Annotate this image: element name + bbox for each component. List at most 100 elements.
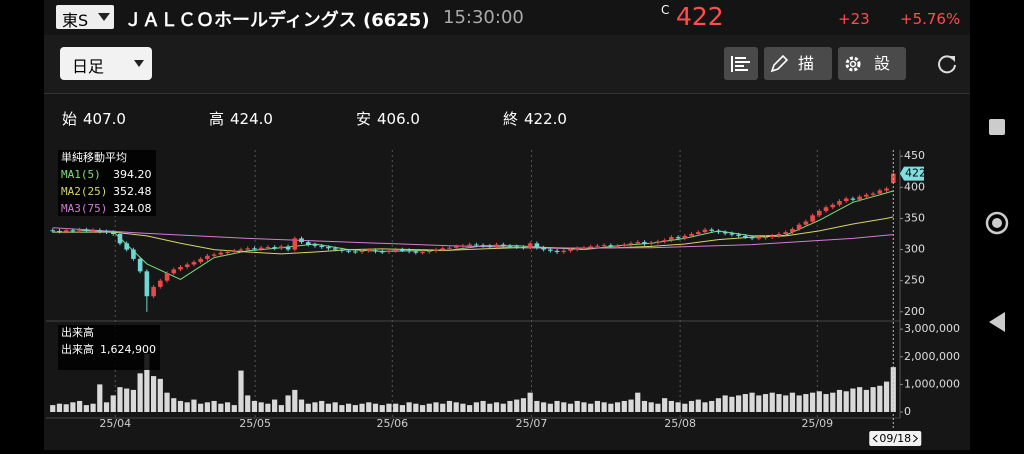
- candle-body: [440, 248, 446, 250]
- candle-body: [198, 258, 203, 262]
- volume-bar: [621, 400, 627, 412]
- dropdown-icon: [98, 13, 110, 21]
- volume-bar: [467, 405, 473, 412]
- candle-body: [413, 251, 419, 253]
- volume-bar: [251, 400, 258, 412]
- candle-body: [151, 286, 156, 297]
- exchange: 東S: [62, 11, 89, 30]
- volume-bar: [500, 403, 506, 412]
- candle-body: [776, 234, 782, 236]
- candle-body: [225, 252, 230, 254]
- candle-body: [205, 255, 210, 259]
- volume-bar: [83, 405, 89, 412]
- candle-body: [97, 230, 103, 232]
- volume-bar: [278, 405, 284, 412]
- next-icon: [912, 434, 919, 443]
- candle-body: [453, 246, 459, 248]
- candle-body: [420, 252, 425, 254]
- candle-body: [305, 242, 311, 245]
- volume-bar: [312, 402, 318, 412]
- candle-body: [729, 233, 735, 235]
- volume-bar: [547, 403, 553, 412]
- volume-bar: [843, 391, 849, 412]
- candle-body: [332, 248, 338, 250]
- candle-body: [608, 245, 614, 247]
- candle-body: [84, 229, 89, 231]
- candle-body: [588, 246, 593, 248]
- ohlc-item: 高 424.0: [209, 108, 273, 129]
- nav-bar: [975, 0, 1024, 450]
- volume-bar: [164, 392, 170, 412]
- candle-body: [144, 271, 150, 297]
- candle-body: [70, 230, 76, 232]
- candle-body: [843, 198, 849, 202]
- volume-bar: [399, 405, 405, 412]
- time: 15:30:00: [443, 7, 524, 28]
- volume-bar: [736, 395, 742, 412]
- candle-body: [299, 238, 304, 243]
- candle-body: [279, 246, 284, 249]
- ohlc-label: 終: [503, 110, 519, 128]
- volume-bar: [339, 405, 345, 412]
- ma-legend-box: [58, 150, 156, 216]
- indicator-button[interactable]: [724, 47, 758, 80]
- volume-bar: [177, 400, 184, 412]
- candle-body: [460, 245, 466, 247]
- candle-body: [178, 266, 183, 270]
- volume-bar: [56, 403, 63, 412]
- home-button[interactable]: [985, 211, 1009, 235]
- candle-body: [803, 221, 809, 225]
- volume-bar: [520, 398, 527, 412]
- candle-body: [749, 237, 755, 239]
- ohlc-label: 安: [356, 110, 372, 128]
- volume-bar: [783, 395, 789, 412]
- refresh-icon[interactable]: [936, 53, 958, 75]
- legend-name: MA1(5): [61, 168, 101, 181]
- candle-body: [655, 241, 661, 243]
- price-badge: [900, 166, 924, 181]
- volume-bar: [366, 402, 372, 412]
- candle-body: [137, 258, 143, 272]
- volume-bar: [567, 403, 574, 412]
- price-flag: C: [661, 3, 670, 17]
- candle-body: [722, 232, 728, 234]
- ohlc-item: 始 407.0: [62, 108, 126, 129]
- candle-body: [790, 229, 795, 233]
- candle-body: [272, 247, 277, 249]
- candle-body: [63, 230, 69, 232]
- candle-body: [231, 250, 237, 253]
- recent-button[interactable]: [989, 119, 1005, 135]
- volume-bar: [769, 392, 775, 412]
- period-select[interactable]: 日足: [60, 47, 152, 80]
- volume-bar: [641, 400, 648, 412]
- stock-name: ＪＡＬＣＯホールディングス (6625): [124, 10, 430, 31]
- volume-bar: [507, 400, 513, 412]
- volume-bar: [803, 394, 809, 412]
- volume-bar: [662, 398, 668, 412]
- volume-bar: [184, 402, 190, 412]
- candle-body: [561, 250, 567, 253]
- ma-line: [52, 227, 894, 249]
- back-button[interactable]: [989, 312, 1005, 332]
- settings-button[interactable]: 設定: [838, 47, 906, 80]
- candle-body: [131, 249, 136, 259]
- volume-bar: [272, 399, 278, 412]
- y-tick-label: 400: [904, 180, 925, 193]
- toolbar: 日足 描画 設定: [44, 35, 970, 94]
- candle-body: [359, 250, 365, 253]
- ma-legend-title: 単純移動平均: [61, 150, 127, 164]
- volume-bar: [426, 403, 432, 412]
- volume-bar: [379, 405, 385, 412]
- ohlc-value: 424.0: [230, 110, 273, 128]
- candle-body: [837, 201, 842, 205]
- volume-bar: [103, 402, 110, 412]
- candle-body: [50, 230, 56, 232]
- volume-bar: [534, 400, 540, 412]
- volume-bar: [487, 403, 493, 412]
- draw-label: 描画: [798, 54, 815, 73]
- ohlc-item: 終 422.0: [503, 108, 567, 129]
- change: +23: [838, 10, 870, 28]
- exchange-select[interactable]: 東S: [56, 5, 114, 30]
- draw-button[interactable]: 描画: [764, 47, 832, 80]
- candle-body: [675, 237, 681, 239]
